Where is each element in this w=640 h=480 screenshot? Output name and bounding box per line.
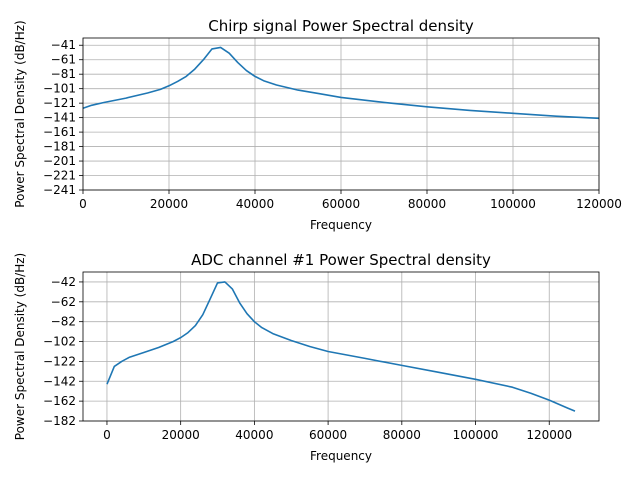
plot-frame: [82, 271, 600, 422]
x-tick-label: 120000: [526, 428, 572, 442]
chart-title: ADC channel #1 Power Spectral density: [191, 251, 491, 269]
y-tick-label: −181: [43, 140, 76, 154]
y-tick-label: −42: [51, 275, 76, 289]
x-tick-label: 40000: [235, 428, 273, 442]
y-tick-label: −162: [43, 394, 76, 408]
x-tick-label: 20000: [150, 197, 188, 211]
x-tick-label: 120000: [576, 197, 622, 211]
psd-series-line: [82, 46, 600, 120]
x-tick-label: 0: [79, 197, 87, 211]
y-tick-label: −182: [43, 414, 76, 428]
x-tick-label: 80000: [408, 197, 446, 211]
y-tick-label: −122: [43, 354, 76, 368]
y-tick-label: −141: [43, 111, 76, 125]
x-tick-label: 100000: [453, 428, 499, 442]
y-tick-label: −102: [43, 335, 76, 349]
x-tick-label: 60000: [309, 428, 347, 442]
chart-adc-channel-1-psd: 0 20000 40000 60000 80000 100000 120000 −42 −62 −…: [13, 251, 600, 463]
x-axis-label: Frequency: [310, 449, 372, 463]
y-tick-label: −101: [43, 82, 76, 96]
y-tick-label: −161: [43, 125, 76, 139]
chart-chirp-psd: 0 20000 40000 60000 80000 100000 120000−41−61−…: [13, 17, 622, 232]
y-tick-label: −82: [51, 315, 76, 329]
y-tick-label: −142: [43, 374, 76, 388]
x-tick-label: 60000: [322, 197, 360, 211]
x-tick-label: 0: [103, 428, 111, 442]
x-tick-label: 40000: [236, 197, 274, 211]
psd-series-line: [106, 281, 576, 412]
y-tick-label: −201: [43, 154, 76, 168]
y-tick-label: −61: [51, 53, 76, 67]
x-tick-label: 100000: [490, 197, 536, 211]
y-tick-label: −62: [51, 295, 76, 309]
x-tick-label: 20000: [162, 428, 200, 442]
x-tick-label: 80000: [383, 428, 421, 442]
x-axis-label: Frequency: [310, 218, 372, 232]
y-tick-label: −121: [43, 96, 76, 110]
y-tick-label: −241: [43, 183, 76, 197]
y-tick-label: −81: [51, 67, 76, 81]
y-tick-label: −221: [43, 169, 76, 183]
chart-title: Chirp signal Power Spectral density: [208, 17, 474, 35]
y-tick-label: −41: [51, 38, 76, 52]
y-axis-label: Power Spectral Density (dB/Hz): [13, 20, 27, 207]
y-axis-label: Power Spectral Density (dB/Hz): [13, 253, 27, 440]
